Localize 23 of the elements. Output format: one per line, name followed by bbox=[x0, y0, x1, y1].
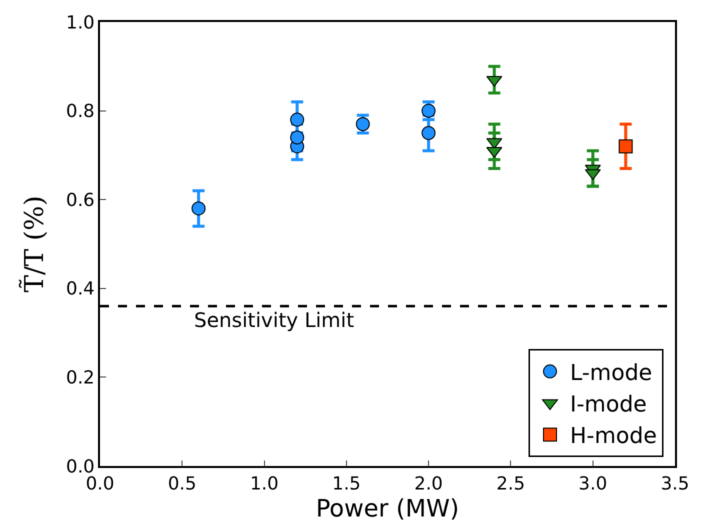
x-axis-title: Power (MW) bbox=[316, 494, 460, 522]
point bbox=[290, 112, 304, 127]
y-tick-label: 0.2 bbox=[66, 368, 95, 388]
legend-label: H-mode bbox=[570, 424, 657, 450]
point bbox=[618, 139, 633, 154]
x-tick-label: 3.0 bbox=[578, 473, 608, 494]
x-tick-label: 3.5 bbox=[660, 473, 690, 494]
y-tick-label: 0.8 bbox=[66, 101, 95, 122]
x-tick-label: 0.5 bbox=[168, 473, 196, 494]
legend-label: L-mode bbox=[570, 361, 652, 386]
x-tick-label: 2.0 bbox=[414, 473, 443, 494]
ref-line-label: Sensitivity Limit bbox=[194, 308, 354, 332]
x-tick-label: 2.5 bbox=[496, 473, 526, 494]
legend-label: I-mode bbox=[570, 392, 647, 418]
y-tick-label: 0.4 bbox=[66, 278, 95, 300]
x-tick-label: 1.5 bbox=[332, 473, 361, 494]
point bbox=[192, 201, 206, 216]
y-tick-label: 0.6 bbox=[66, 190, 95, 211]
x-tick-label: 1.0 bbox=[250, 473, 279, 494]
y-tick-label: 1.0 bbox=[66, 12, 95, 34]
point bbox=[422, 126, 436, 140]
point bbox=[290, 130, 304, 144]
y-axis-title: T̃/T (%) bbox=[18, 196, 50, 292]
